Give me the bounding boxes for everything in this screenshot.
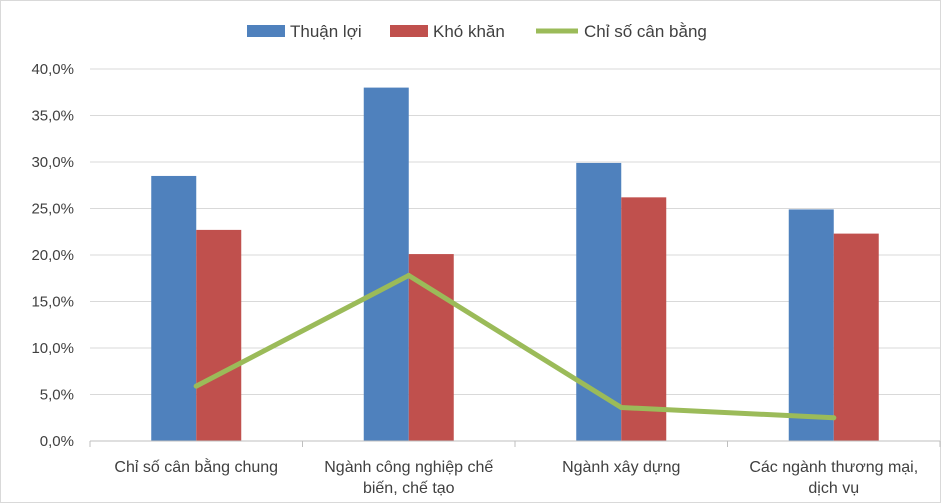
x-category-label: Chỉ số cân bằng chung: [114, 457, 278, 476]
line-point: [406, 272, 412, 278]
line-point: [193, 383, 199, 389]
bar-thuan-loi: [788, 209, 834, 441]
x-axis: [89, 440, 941, 447]
y-tick-label: 15,0%: [31, 294, 74, 311]
bar-thuan-loi: [151, 175, 197, 441]
bar-kho-khan: [196, 229, 242, 441]
legend-swatch: [390, 25, 428, 37]
balance-line: [193, 272, 837, 421]
y-tick-label: 5,0%: [40, 387, 74, 404]
legend-label: Thuận lợi: [290, 22, 362, 41]
y-tick-label: 10,0%: [31, 340, 74, 357]
bar-thuan-loi: [363, 87, 409, 441]
y-tick-label: 0,0%: [40, 433, 74, 450]
line-point: [618, 405, 624, 411]
x-category-label: Các ngành thương mại,: [749, 459, 918, 476]
x-category-label: Ngành công nghiệp chế: [324, 459, 493, 476]
bars: [151, 87, 879, 441]
x-category-label: biến, chế tạo: [363, 480, 455, 497]
line-point: [831, 415, 837, 421]
y-tick-label: 20,0%: [31, 247, 74, 264]
bar-kho-khan: [833, 233, 879, 441]
legend: Thuận lợi Khó khăn Chỉ số cân bằng: [247, 22, 707, 41]
y-tick-label: 30,0%: [31, 154, 74, 171]
legend-label: Khó khăn: [433, 22, 505, 41]
y-tick-label: 40,0%: [31, 61, 74, 78]
line-chi-so-can-bang: [193, 272, 837, 421]
y-tick-label: 35,0%: [31, 108, 74, 125]
x-category-label: Ngành xây dựng: [562, 459, 680, 476]
bar-kho-khan: [621, 197, 667, 441]
legend-swatch: [247, 25, 285, 37]
legend-label: Chỉ số cân bằng: [584, 22, 707, 41]
bar-kho-khan: [408, 254, 454, 441]
bar-thuan-loi: [576, 162, 622, 441]
y-axis-ticks: 0,0% 5,0% 10,0% 15,0% 20,0% 25,0% 30,0% 35,0% 40…: [31, 61, 74, 450]
x-category-label: dịch vụ: [808, 480, 859, 497]
y-tick-label: 25,0%: [31, 201, 74, 218]
x-axis-labels: Chỉ số cân bằng chung Ngành công nghiệp c…: [114, 457, 918, 497]
